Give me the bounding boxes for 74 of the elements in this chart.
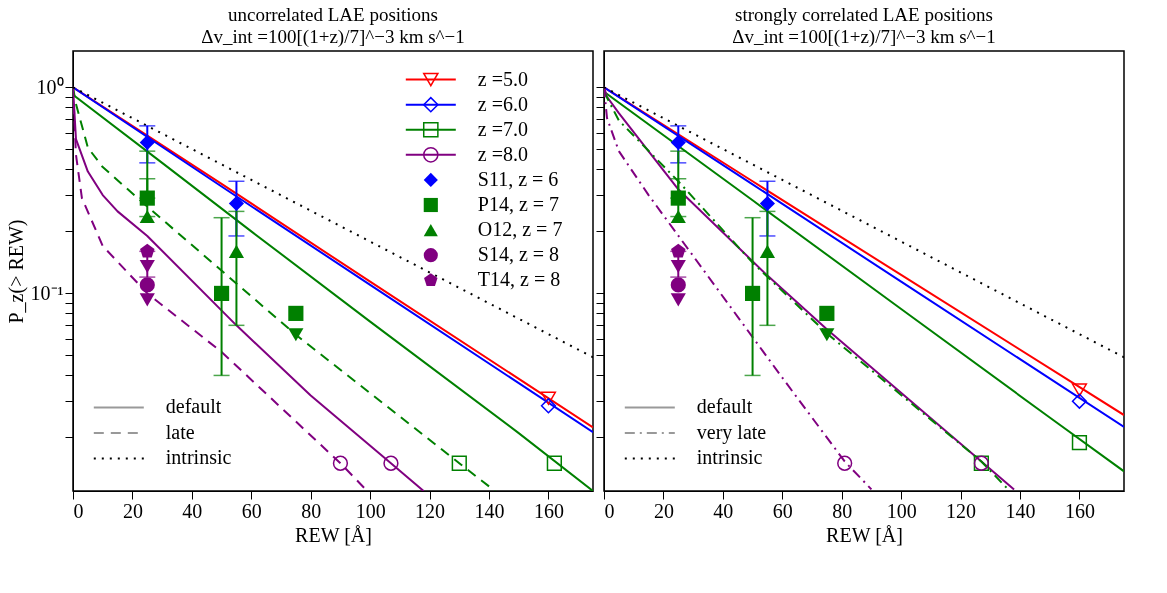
point: [670, 134, 686, 151]
x-tick-label: 100: [886, 499, 917, 522]
legend-label: intrinsic: [696, 446, 763, 469]
point: [228, 244, 245, 258]
y-tick-label: 10⁰: [36, 75, 64, 98]
annotation: late: [165, 420, 195, 443]
x-tick-label: 80: [832, 499, 853, 522]
point: [140, 243, 155, 258]
point: [1071, 383, 1088, 397]
x-tick-label: 120: [415, 499, 446, 522]
x-axis-title: REW [Å]: [826, 523, 903, 546]
point: [139, 293, 155, 307]
x-tick-label: 40: [182, 499, 203, 522]
point: [1071, 393, 1088, 409]
point: [288, 305, 304, 321]
legend-label: z =8.0: [477, 142, 528, 165]
point: [540, 398, 557, 414]
point: [451, 455, 467, 471]
x-tick-label: 160: [533, 499, 564, 522]
x-tick-label: 60: [241, 499, 262, 522]
point: [670, 209, 686, 224]
point: [139, 134, 155, 151]
x-tick-label: 0: [73, 499, 84, 522]
x-tick-label: 60: [772, 499, 793, 522]
point: [744, 285, 761, 301]
legend-label: S11, z = 6: [477, 167, 559, 190]
point: [139, 209, 155, 224]
point: [228, 195, 245, 212]
x-tick-label: 160: [1064, 499, 1095, 522]
y-axis-title: P_z(> REW): [4, 219, 28, 324]
chart-subtitle: Δv_int =100[(1+z)/7]^−3 km s^−1: [732, 26, 996, 48]
legend-label: T14, z = 8: [477, 268, 561, 291]
point: [819, 328, 835, 342]
point: [213, 285, 230, 301]
chart-title: uncorrelated LAE positions: [227, 4, 439, 25]
point: [819, 305, 835, 321]
point: [1071, 434, 1088, 451]
annotation: default: [165, 395, 222, 418]
point: [671, 243, 686, 258]
x-tick-label: 0: [604, 499, 615, 522]
x-tick-label: 20: [653, 499, 674, 522]
point: [383, 455, 399, 471]
y-tick-label: 10⁻¹: [30, 281, 64, 304]
x-tick-label: 80: [301, 499, 322, 522]
legend-label: z =5.0: [477, 67, 528, 90]
x-tick-label: 40: [713, 499, 734, 522]
chart-title: strongly correlated LAE positions: [734, 4, 994, 25]
x-tick-label: 20: [122, 499, 143, 522]
point: [332, 455, 349, 471]
x-tick-label: 140: [474, 499, 505, 522]
chart-subtitle: Δv_int =100[(1+z)/7]^−3 km s^−1: [201, 26, 465, 48]
point: [540, 391, 557, 405]
x-tick-label: 120: [946, 499, 977, 522]
x-axis-title: REW [Å]: [295, 523, 372, 546]
annotation: very late: [696, 420, 767, 444]
point: [837, 455, 853, 471]
legend-label: O12, z = 7: [477, 218, 563, 241]
point: [546, 455, 563, 471]
legend-label: P14, z = 7: [477, 193, 560, 215]
legend-label: z =7.0: [477, 117, 528, 140]
x-tick-label: 140: [1005, 499, 1036, 522]
point: [759, 195, 776, 212]
legend-label: S14, z = 8: [477, 243, 560, 266]
point: [670, 293, 686, 307]
point: [139, 259, 155, 274]
point: [670, 259, 686, 274]
legend-label: intrinsic: [165, 446, 232, 469]
point: [139, 277, 155, 293]
legend-label: z =6.0: [477, 92, 528, 115]
point: [759, 244, 776, 258]
annotation: default: [696, 395, 753, 418]
point: [670, 277, 686, 293]
point: [288, 328, 304, 342]
x-tick-label: 100: [355, 499, 386, 522]
